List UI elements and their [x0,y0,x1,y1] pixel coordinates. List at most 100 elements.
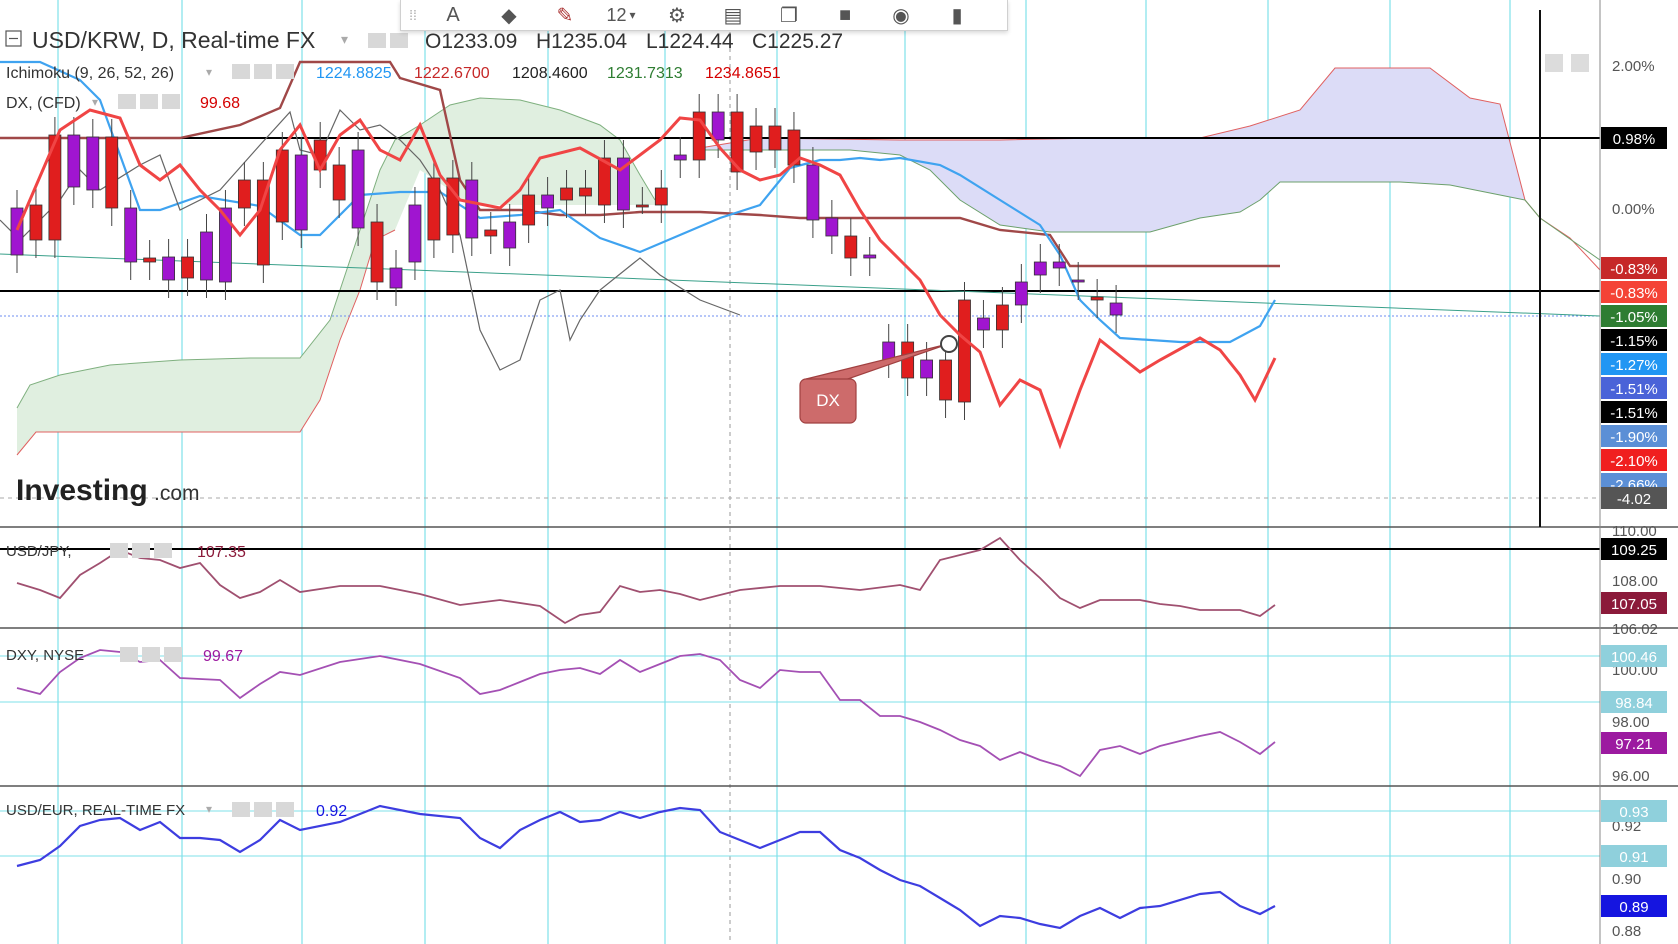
callout-anchor[interactable] [940,335,958,353]
axis-badge-bg [1601,425,1667,447]
trash-icon[interactable]: ▮ [951,4,963,27]
chevron-down-icon[interactable]: ▾ [206,802,212,816]
axis-badge-bg [1601,257,1667,279]
ichimoku-value-span-a: 1231.7313 [607,65,683,82]
close-icon[interactable] [276,64,294,79]
cloud-area-bearish [700,68,1525,232]
gear-icon[interactable] [132,543,150,558]
close-icon[interactable] [162,94,180,109]
legend-dxy: DXY, NYSE 99.67 [6,647,243,665]
axis-badge-bg [1601,645,1667,667]
gear-icon[interactable] [254,802,272,817]
fill-bucket-icon[interactable]: ◆ [501,4,517,27]
candle-body [105,136,119,209]
eye-icon[interactable] [232,64,250,79]
axis-badge: 100.46 [1601,645,1667,667]
jpy-label: USD/JPY, [6,543,72,560]
candle-body [484,229,498,237]
text-tool-icon[interactable]: A [446,3,460,26]
axis-badge: -1.90% [1601,425,1667,447]
candle-body [408,204,422,263]
axis-tick-label: 0.92 [1612,818,1641,835]
scale-up-icon[interactable] [1571,54,1589,72]
visibility-icon[interactable]: ◉ [892,4,910,27]
candle-body [1109,302,1123,316]
layers-icon[interactable]: ▤ [723,4,743,27]
axis-badge-text: 107.05 [1611,596,1657,613]
axis-badge-text: -0.83% [1610,285,1658,302]
axis-badge-text: 97.21 [1615,736,1653,753]
candle-body [313,139,327,171]
ichimoku-value-conversion: 1224.8825 [316,65,392,82]
eye-icon[interactable] [118,94,136,109]
axis-badge-text: -2.10% [1610,453,1658,470]
candle-body [351,149,365,229]
gear-icon[interactable] [390,33,408,48]
axis-badge: 98.84 [1601,691,1667,713]
candlesticks[interactable] [10,94,1123,420]
dx-series-line [15,108,1277,450]
axis-tick-label: 98.00 [1612,714,1650,731]
axis-badge: 107.05 [1601,592,1667,614]
eye-icon[interactable] [120,647,138,662]
dx-label: DX, (CFD) [6,95,81,112]
collapse-icon[interactable] [5,30,22,47]
chevron-down-icon[interactable]: ▾ [341,31,348,47]
kijun-line [0,60,1280,268]
axis-badge: -0.83% [1601,257,1667,279]
gear-icon[interactable] [254,64,272,79]
font-size-select[interactable]: 12 ▾ [593,0,649,30]
axis-badge-text: 98.84 [1615,695,1653,712]
axis-badge: -1.05% [1601,305,1667,327]
chevron-down-icon: ▾ [629,8,636,22]
candle-body [29,204,43,241]
axis-badge-bg [1601,401,1667,423]
axis-badge-text: -1.05% [1610,309,1658,326]
candle-body [237,179,251,209]
candle-body [579,187,592,197]
pencil-icon[interactable]: ✎ [556,4,574,27]
candle-body [977,317,990,331]
logo-brand: Investing [16,474,148,507]
eye-icon[interactable] [110,543,128,558]
close-icon[interactable] [154,543,172,558]
sub-panes [0,536,1600,930]
dx-callout[interactable]: DX [799,335,958,424]
eye-icon[interactable] [232,802,250,817]
chevron-down-icon[interactable]: ▾ [206,65,212,79]
scale-down-icon[interactable] [1545,54,1563,72]
candle-body [143,257,157,263]
drag-handle-icon[interactable]: ⁞⁞ [409,7,417,23]
open-value: O1233.09 [425,30,517,53]
close-icon[interactable] [276,802,294,817]
candle-body [825,217,839,237]
eye-icon[interactable] [368,33,386,48]
candle-body [958,299,971,403]
investing-logo: Investing .com [16,474,200,507]
axis-badge-text: -1.15% [1610,333,1658,350]
axis-badge-text: 109.25 [1611,542,1657,559]
legend-eur: USD/EUR, REAL-TIME FX ▾ 0.92 [6,802,347,820]
candle-body [711,111,725,141]
candle-body [200,231,213,281]
trend-line [0,253,1601,317]
candle-body [124,207,138,263]
high-value: H1235.04 [536,30,627,53]
axis-tick-label: 108.00 [1612,573,1658,590]
close-icon[interactable] [164,647,182,662]
gear-icon[interactable] [140,94,158,109]
lock-icon[interactable]: ■ [838,3,852,26]
gear-icon[interactable]: ⚙ [668,4,686,27]
candle-body [673,154,687,161]
candle-body [446,177,460,236]
axis-badge-bg [1601,895,1667,917]
axis-badge: 0.89 [1601,895,1667,917]
candle-body [863,254,877,259]
candle-body [86,136,100,191]
eur-value: 0.92 [316,803,347,820]
gear-icon[interactable] [142,647,160,662]
chevron-down-icon[interactable]: ▾ [92,95,98,109]
clone-icon[interactable]: ❐ [780,4,798,27]
candle-body [1014,281,1028,306]
